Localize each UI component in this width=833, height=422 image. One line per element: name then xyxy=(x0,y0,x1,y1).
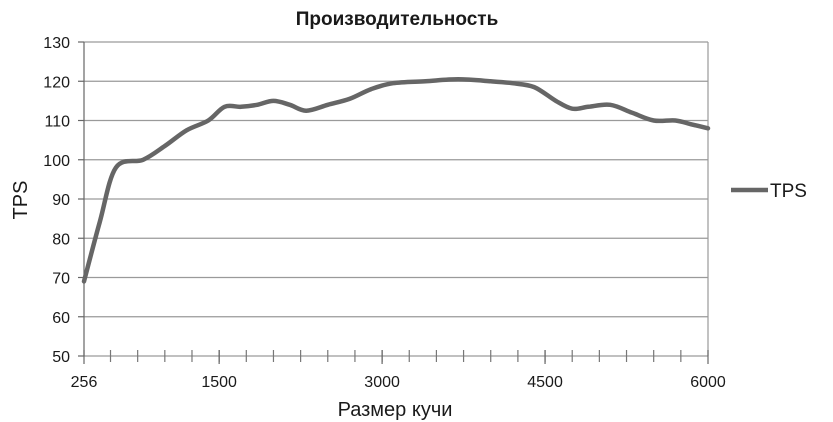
x-axis: 256 1500 3000 4500 6000 xyxy=(71,350,726,391)
y-axis-label: TPS xyxy=(10,181,32,220)
x-tick-label-3000: 3000 xyxy=(364,374,400,391)
legend: TPS xyxy=(731,181,807,202)
x-axis-label: Размер кучи xyxy=(338,399,453,421)
y-axis: 50 60 70 80 90 100 110 120 130 xyxy=(43,35,84,366)
x-tick-label-1500: 1500 xyxy=(201,374,237,391)
y-tick-label-80: 80 xyxy=(52,231,70,248)
y-tick-label-70: 70 xyxy=(52,271,70,288)
grid-lines xyxy=(83,41,709,357)
y-tick-label-90: 90 xyxy=(52,192,70,209)
series-line-tps xyxy=(81,77,711,284)
legend-label-tps: TPS xyxy=(770,181,807,202)
x-tick-label-256: 256 xyxy=(71,374,98,391)
y-tick-label-110: 110 xyxy=(44,114,70,131)
series-group xyxy=(81,77,711,284)
y-tick-label-100: 100 xyxy=(43,153,70,170)
x-tick-label-4500: 4500 xyxy=(527,374,563,391)
y-tick-label-50: 50 xyxy=(52,349,70,366)
chart-title: Производительность xyxy=(296,9,499,30)
y-tick-label-130: 130 xyxy=(43,35,70,52)
y-tick-label-120: 120 xyxy=(43,74,70,91)
y-tick-label-60: 60 xyxy=(52,310,70,327)
x-tick-label-6000: 6000 xyxy=(690,374,726,391)
